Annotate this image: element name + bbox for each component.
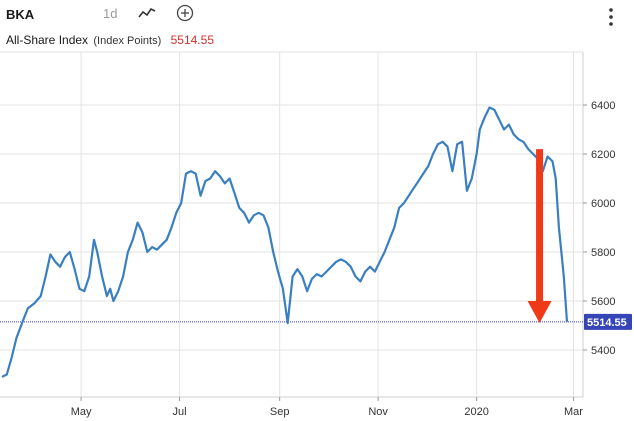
x-tick-label: Nov — [368, 406, 388, 418]
x-tick-label: May — [71, 406, 92, 418]
index-name: All-Share Index — [6, 33, 89, 47]
index-units: (Index Points) — [93, 35, 162, 47]
y-axis: 5400 5600 5800 6000 6200 6400 — [583, 100, 615, 357]
symbol-label[interactable]: BKA — [6, 7, 35, 22]
y-tick-label: 5400 — [591, 345, 615, 357]
x-tick-label: 2020 — [464, 406, 488, 418]
arrow-head — [527, 301, 552, 324]
more-vertical-icon[interactable] — [604, 6, 618, 28]
last-price: 5514.55 — [170, 33, 214, 47]
chart-subtitle: All-Share Index (Index Points) 5514.55 — [6, 33, 214, 47]
plus-circle-icon[interactable] — [175, 4, 195, 22]
x-tick-label: Jul — [173, 406, 187, 418]
y-tick-label: 6400 — [591, 100, 615, 112]
chart-grid — [0, 51, 584, 398]
x-axis: May Jul Sep Nov 2020 Mar — [71, 397, 583, 418]
line-chart-icon[interactable] — [137, 4, 157, 22]
annotation-layer — [527, 149, 552, 324]
interval-selector[interactable]: 1d — [103, 6, 118, 21]
last-price-badge-bg — [584, 313, 632, 330]
y-tick-label: 6000 — [591, 198, 615, 210]
y-tick-label: 5600 — [591, 296, 615, 308]
y-tick-label: 5800 — [591, 247, 615, 259]
series-line — [1, 106, 569, 378]
x-tick-label: Sep — [270, 406, 290, 418]
last-price-badge: 5514.55 — [584, 313, 632, 330]
last-price-badge-label: 5514.55 — [587, 317, 627, 329]
chart-toolbar: BKA 1d — [0, 0, 634, 28]
y-tick-label: 6200 — [591, 149, 615, 161]
x-tick-label: Mar — [564, 406, 583, 418]
